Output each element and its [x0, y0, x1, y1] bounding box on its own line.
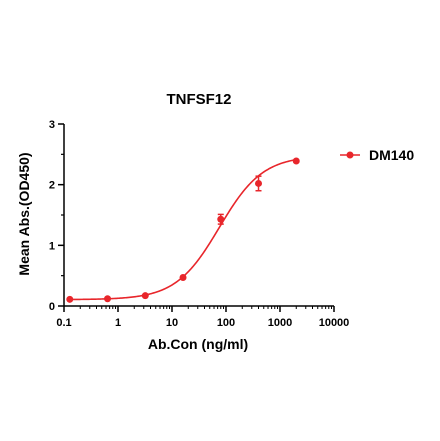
- x-tick-label: 1000: [268, 317, 292, 329]
- x-tick-label: 100: [217, 317, 235, 329]
- data-point: [179, 273, 187, 281]
- legend-marker: [346, 151, 354, 159]
- y-tick-label: 3: [49, 119, 55, 131]
- chart-title: TNFSF12: [166, 91, 231, 108]
- data-point: [255, 179, 263, 187]
- y-tick-label: 0: [49, 301, 55, 313]
- x-tick-label: 10: [166, 317, 178, 329]
- plot-area: [66, 157, 300, 303]
- x-tick-label: 10000: [319, 317, 350, 329]
- data-point: [104, 295, 112, 303]
- legend-label: DM140: [369, 147, 414, 163]
- y-tick-label: 1: [49, 240, 55, 252]
- data-point: [292, 157, 300, 165]
- y-axis-label: Mean Abs.(OD450): [16, 152, 32, 275]
- x-axis: 0.1 1 10 100 1000 10000: [56, 305, 350, 329]
- y-tick-label: 2: [49, 180, 55, 192]
- data-point: [66, 295, 74, 303]
- y-axis: 0 1 2 3: [49, 119, 65, 313]
- x-axis-label: Ab.Con (ng/ml): [148, 336, 248, 352]
- x-tick-label: 1: [115, 317, 121, 329]
- data-point: [217, 215, 225, 223]
- x-tick-label: 0.1: [56, 317, 71, 329]
- legend: DM140: [340, 147, 414, 163]
- data-point: [141, 292, 149, 300]
